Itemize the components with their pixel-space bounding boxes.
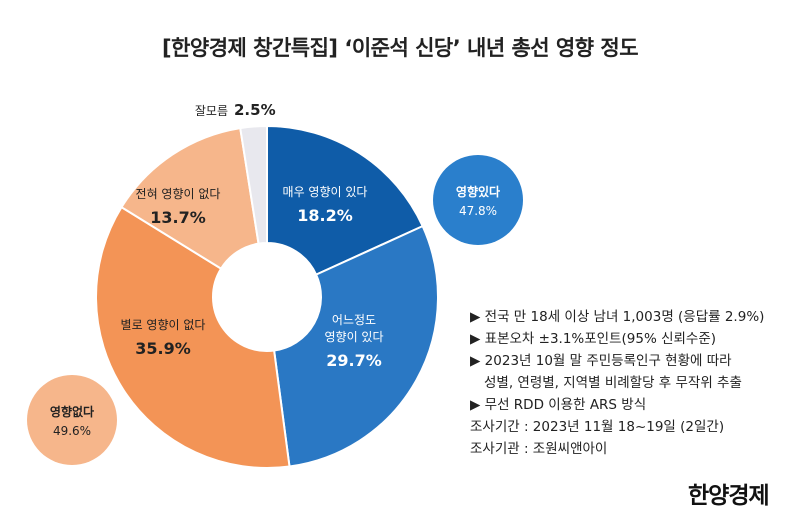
slice-label: 별로 영향이 없다 <box>121 318 206 332</box>
note-line: ▶ 전국 만 18세 이상 남녀 1,003명 (응답률 2.9%) <box>470 309 765 325</box>
slice-label: 어느정도 <box>332 313 376 327</box>
note-line: 성별, 연령별, 지역별 비례할당 후 무작위 추출 <box>484 375 742 391</box>
slice-value: 2.5% <box>234 101 276 119</box>
note-line: 조사기간 : 2023년 11월 18~19일 (2일간) <box>470 419 725 435</box>
slice-label: 영향이 있다 <box>324 330 383 344</box>
pie-slice <box>95 205 291 469</box>
slice-label: 잘모름 <box>195 104 228 118</box>
group-label: 영향없다 <box>50 404 94 419</box>
group-label: 영향있다 <box>456 184 500 199</box>
group-bubble <box>27 375 117 465</box>
note-line: ▶ 무선 RDD 이용한 ARS 방식 <box>470 397 647 413</box>
group-value: 49.6% <box>53 424 91 438</box>
survey-notes: ▶ 전국 만 18세 이상 남녀 1,003명 (응답률 2.9%) ▶ 표본오… <box>470 306 764 460</box>
slice-value: 13.7% <box>150 208 206 227</box>
slice-label: 매우 영향이 있다 <box>283 185 368 199</box>
pie-slice <box>239 124 268 245</box>
slice-value: 35.9% <box>135 339 191 358</box>
group-bubble <box>433 155 523 245</box>
note-line: ▶ 표본오차 ±3.1%포인트(95% 신뢰수준) <box>470 331 717 347</box>
group-value: 47.8% <box>459 204 497 218</box>
note-line: ▶ 2023년 10월 말 주민등록인구 현황에 따라 <box>470 353 732 369</box>
pie-slice <box>120 126 260 271</box>
slice-value: 18.2% <box>297 206 353 225</box>
chart-title: [한양경제 창간특집] ‘이준석 신당’ 내년 총선 영향 정도 <box>161 36 639 60</box>
note-line: 조사기관 : 조원씨앤아이 <box>470 441 608 457</box>
brand-logo: 한양경제 <box>688 483 770 509</box>
pie-slice <box>266 124 424 276</box>
slice-label: 전혀 영향이 없다 <box>136 187 221 201</box>
slice-value: 29.7% <box>326 351 382 370</box>
pie-slice <box>272 224 439 468</box>
